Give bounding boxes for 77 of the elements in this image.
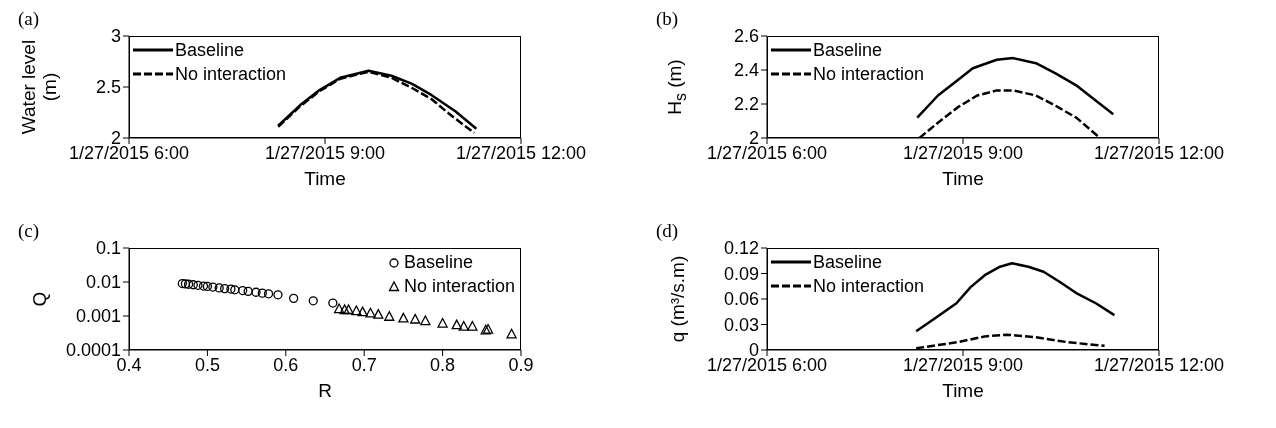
text: (b): [656, 8, 679, 30]
legend-label: No interaction: [403, 275, 515, 298]
x-tick-label: 1/27/2015 9:00: [902, 354, 1024, 375]
x-tick-label: 1/27/2015 9:00: [902, 142, 1024, 163]
point: [410, 313, 421, 324]
x-tick-label: 1/27/2015 9:00: [264, 142, 386, 163]
text: (d): [656, 220, 679, 242]
point: [188, 280, 198, 290]
y-axis-title: Q: [28, 291, 50, 307]
y-tick-label: 2.6: [733, 26, 759, 47]
x-tick-label: 0.6: [273, 354, 299, 375]
point: [288, 293, 299, 304]
y-tick-label: 0.03: [723, 314, 759, 335]
point: [506, 328, 517, 339]
y-tick-label: 0.001: [75, 306, 121, 327]
point: [365, 307, 376, 318]
x-tick-label: 1/27/2015 12:00: [455, 142, 587, 163]
y-axis-title: Water level (m): [18, 38, 60, 137]
point: [177, 278, 187, 289]
point: [467, 320, 478, 331]
x-tick-label: 1/27/2015 12:00: [1093, 142, 1225, 163]
point: [273, 290, 283, 300]
y-axis-title: q (m³/s.m): [666, 255, 688, 343]
legend-label: No interaction: [813, 275, 925, 298]
point: [451, 319, 462, 330]
point: [198, 281, 209, 291]
point: [328, 298, 338, 308]
point: [220, 283, 230, 294]
point: [351, 305, 362, 316]
point: [357, 306, 368, 317]
x-tick-label: 1/27/2015 12:00: [1093, 354, 1225, 375]
y-tick-label: 0.09: [723, 263, 759, 284]
y-tick-label: 0.1: [95, 238, 121, 259]
point: [208, 282, 218, 292]
point: [243, 286, 253, 297]
legend-label: No interaction: [175, 63, 287, 86]
y-tick-label: 2.4: [733, 60, 759, 81]
point: [202, 281, 213, 292]
x-axis-title: R: [317, 380, 333, 402]
point: [238, 285, 248, 296]
point: [226, 284, 236, 294]
legend-label: Baseline: [813, 251, 883, 274]
point: [230, 285, 240, 295]
y-tick-label: 0.12: [723, 238, 759, 259]
point: [214, 283, 224, 293]
legend-label: Baseline: [175, 39, 245, 62]
y-tick-label: 0.06: [723, 289, 759, 310]
y-tick-label: 0.01: [85, 272, 121, 293]
point: [339, 304, 350, 315]
x-axis-title: Time: [941, 168, 985, 190]
x-tick-label: 0.9: [508, 354, 534, 375]
x-axis-title: Time: [941, 380, 985, 402]
point: [398, 312, 409, 323]
point: [437, 317, 448, 328]
point: [193, 280, 203, 290]
point: [420, 315, 431, 326]
point: [458, 320, 469, 331]
point: [343, 304, 354, 315]
x-tick-label: 0.8: [430, 354, 456, 375]
x-tick-label: 0.7: [351, 354, 377, 375]
x-axis-title: Time: [303, 168, 347, 190]
legend-label: Baseline: [403, 251, 473, 274]
point: [257, 288, 267, 298]
point: [333, 303, 345, 314]
x-tick-label: 0.5: [194, 354, 220, 375]
text: (a): [18, 8, 40, 30]
point: [308, 296, 318, 306]
point: [373, 308, 384, 319]
point: [384, 311, 395, 321]
y-tick-label: 3: [110, 26, 121, 47]
point: [251, 287, 261, 297]
point: [263, 289, 274, 299]
y-tick-label: 2.5: [95, 77, 121, 98]
text: (c): [18, 220, 40, 242]
legend-label: No interaction: [813, 63, 925, 86]
legend-label: Baseline: [813, 39, 883, 62]
y-tick-label: 2.2: [733, 94, 759, 115]
